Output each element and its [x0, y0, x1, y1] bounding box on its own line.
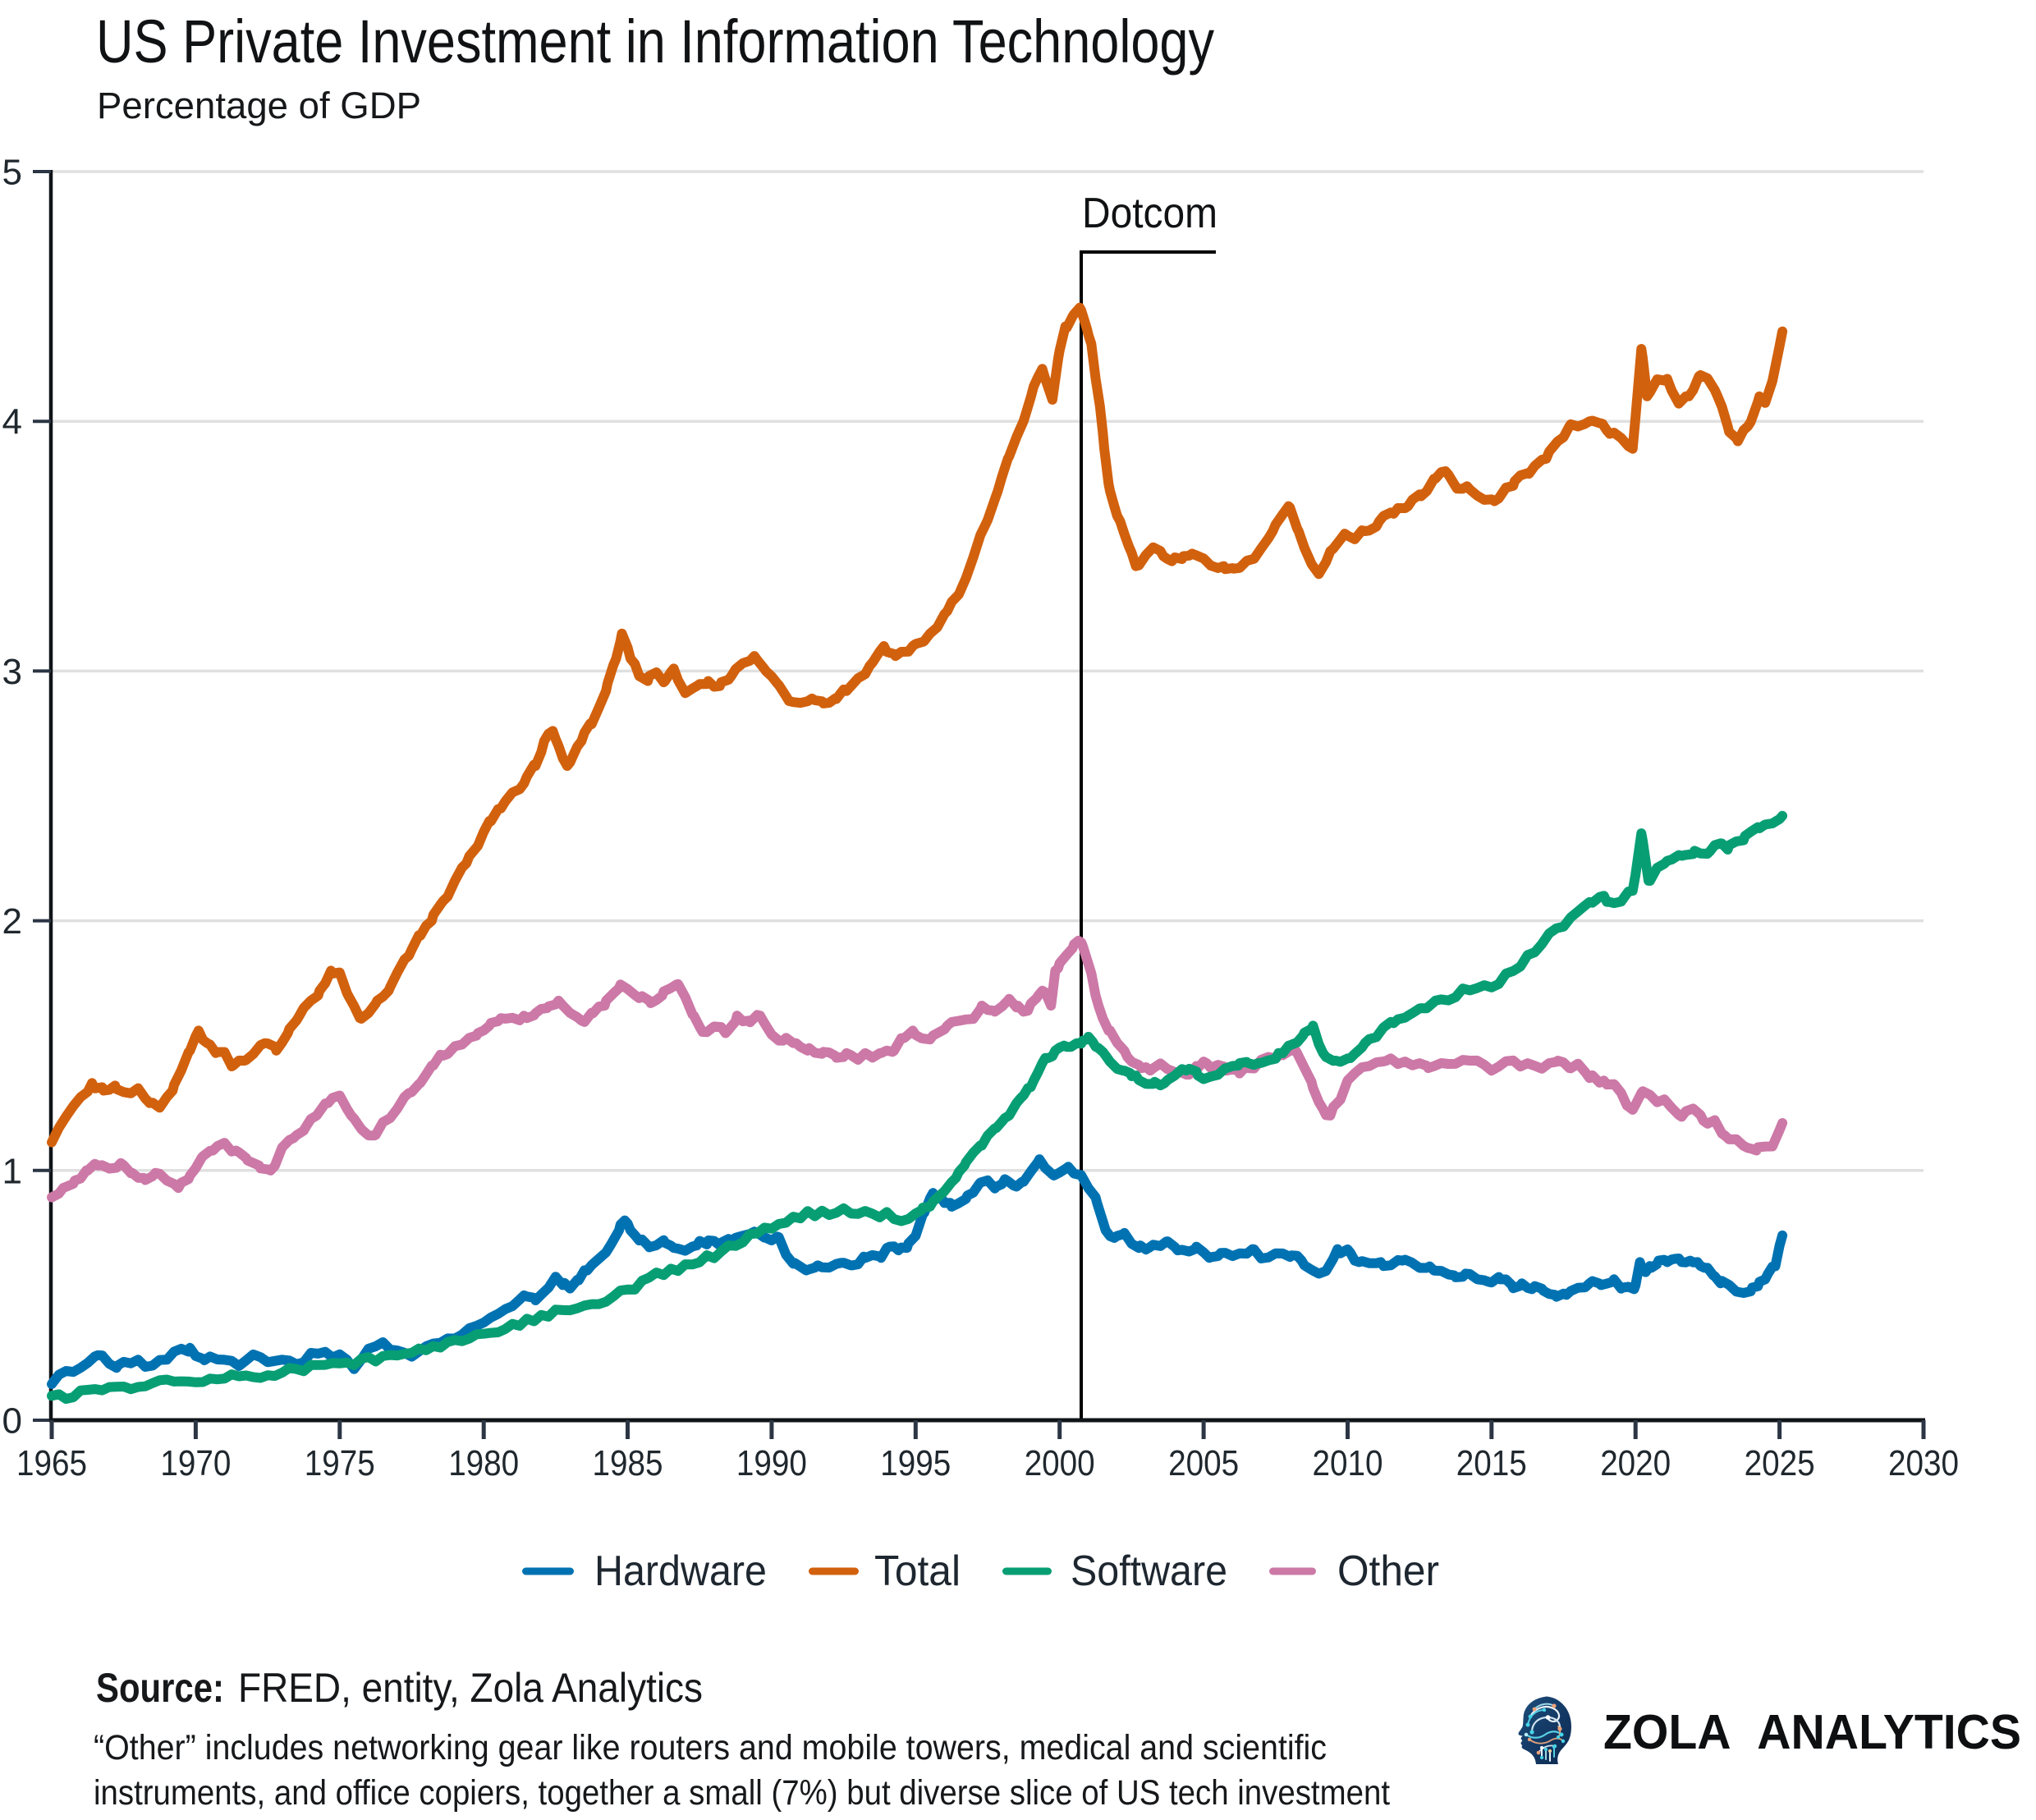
svg-text:2005: 2005 [1168, 1443, 1239, 1483]
svg-text:2015: 2015 [1456, 1443, 1527, 1483]
svg-text:Other: Other [1337, 1547, 1439, 1595]
svg-text:1995: 1995 [880, 1443, 951, 1483]
svg-text:2030: 2030 [1888, 1443, 1959, 1483]
svg-text:2010: 2010 [1313, 1443, 1383, 1483]
svg-text:Dotcom: Dotcom [1082, 190, 1217, 237]
svg-text:2020: 2020 [1600, 1443, 1671, 1483]
svg-text:Percentage of GDP: Percentage of GDP [97, 85, 421, 126]
svg-text:1: 1 [2, 1151, 22, 1191]
svg-text:1970: 1970 [160, 1443, 231, 1483]
svg-text:instruments, and office copier: instruments, and office copiers, togethe… [94, 1773, 1390, 1813]
svg-text:Software: Software [1071, 1547, 1227, 1595]
svg-text:1985: 1985 [593, 1443, 663, 1483]
svg-text:4: 4 [2, 402, 22, 442]
svg-text:3: 3 [2, 652, 22, 692]
svg-text:2000: 2000 [1025, 1443, 1095, 1483]
svg-text:1965: 1965 [16, 1443, 87, 1483]
svg-text:2025: 2025 [1745, 1443, 1815, 1483]
svg-text:1975: 1975 [305, 1443, 375, 1483]
svg-text:“Other” includes networking ge: “Other” includes networking gear like ro… [94, 1728, 1327, 1767]
svg-text:0: 0 [2, 1401, 22, 1442]
svg-text:ZOLA ANALYTICS: ZOLA ANALYTICS [1603, 1705, 2021, 1759]
svg-text:Source:: Source: [96, 1665, 224, 1711]
svg-text:Hardware: Hardware [594, 1547, 767, 1595]
svg-text:2: 2 [2, 901, 22, 942]
svg-text:5: 5 [2, 153, 22, 193]
svg-text:FRED, entity, Zola Analytics: FRED, entity, Zola Analytics [238, 1665, 703, 1711]
svg-text:US Private Investment in Infor: US Private Investment in Information Tec… [96, 7, 1214, 76]
svg-text:1980: 1980 [448, 1443, 519, 1483]
svg-text:1990: 1990 [736, 1443, 807, 1483]
svg-text:Total: Total [874, 1547, 961, 1595]
